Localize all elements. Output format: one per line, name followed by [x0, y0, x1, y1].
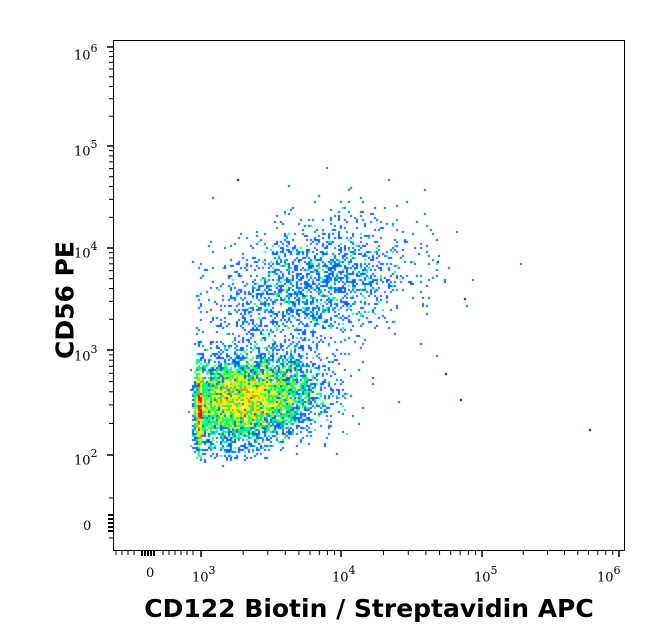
- y-tick-label-1e6: 106: [74, 42, 98, 64]
- plot-frame: [113, 40, 625, 551]
- y-tick-label-1e4: 104: [74, 240, 98, 262]
- density-plot-area: [114, 41, 624, 550]
- y-axis-label: CD56 PE: [50, 241, 80, 359]
- y-tick-label-0: 0: [83, 519, 92, 534]
- x-tick-label-1e4: 104: [332, 564, 356, 586]
- x-tick-label-1e3: 103: [192, 564, 216, 586]
- x-tick-label-1e6: 106: [597, 564, 621, 586]
- x-axis-label: CD122 Biotin / Streptavidin APC: [144, 594, 594, 623]
- y-tick-label-1e5: 105: [74, 138, 98, 160]
- x-tick-label-1e5: 105: [474, 564, 498, 586]
- y-tick-label-1e2: 102: [74, 447, 98, 469]
- x-tick-label-0: 0: [146, 566, 155, 581]
- y-tick-label-1e3: 103: [74, 343, 98, 365]
